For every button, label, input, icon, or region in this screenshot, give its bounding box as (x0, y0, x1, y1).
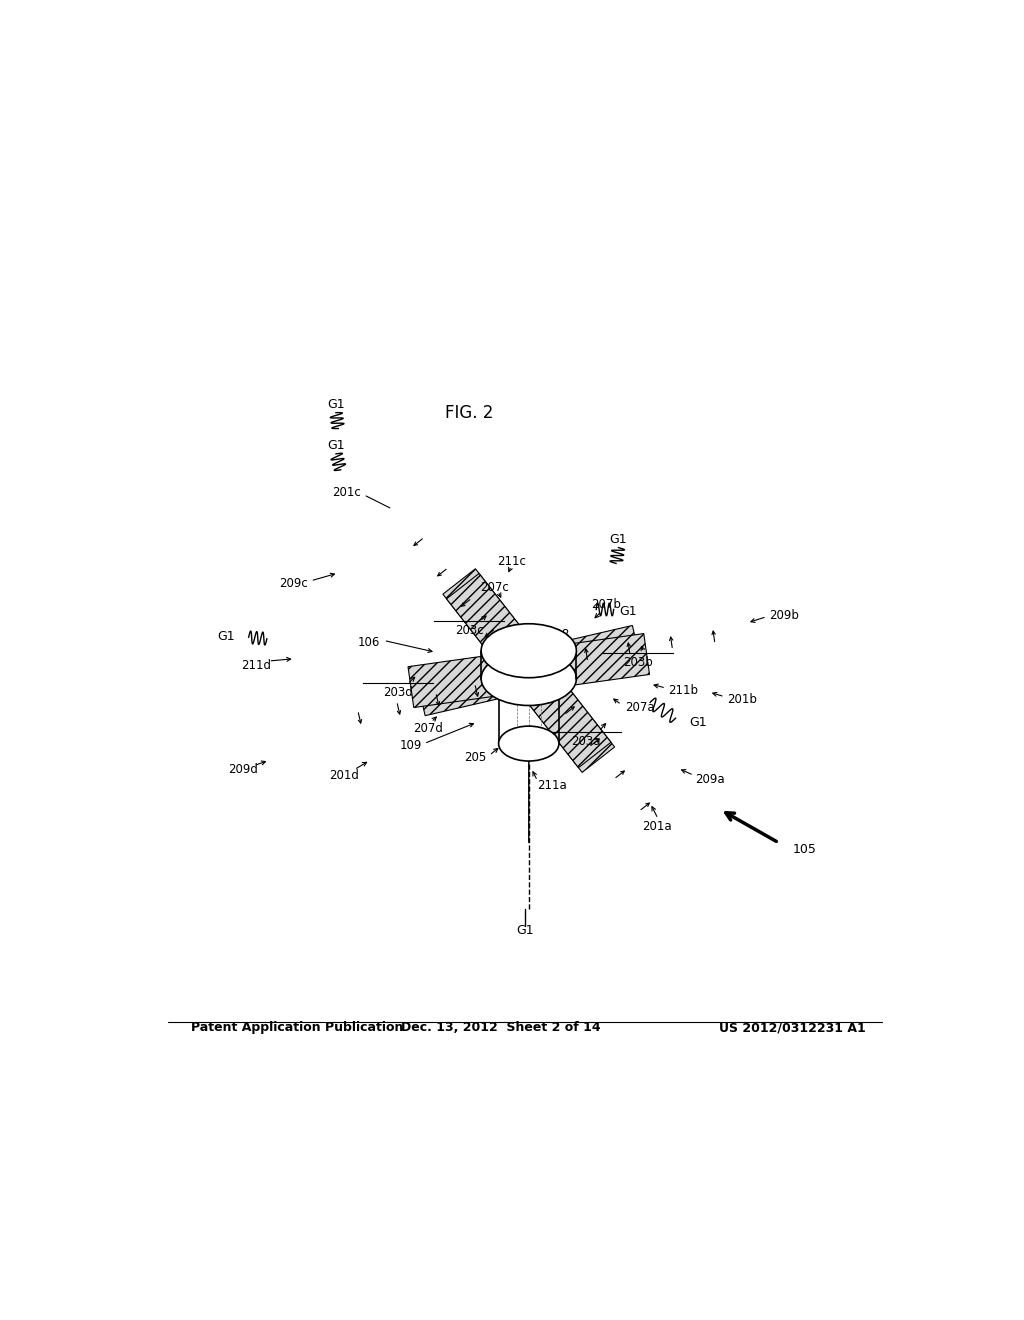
Text: 209c: 209c (280, 577, 308, 590)
Text: 106: 106 (358, 636, 380, 649)
Polygon shape (408, 634, 649, 708)
Text: Dec. 13, 2012  Sheet 2 of 14: Dec. 13, 2012 Sheet 2 of 14 (401, 1022, 601, 1034)
Polygon shape (446, 573, 611, 768)
Text: 205: 205 (465, 751, 486, 764)
Ellipse shape (499, 726, 559, 762)
Text: 209b: 209b (769, 609, 799, 622)
Text: US 2012/0312231 A1: US 2012/0312231 A1 (719, 1022, 866, 1034)
Text: 211c: 211c (497, 556, 525, 569)
Text: 211b: 211b (668, 684, 697, 697)
Text: 201a: 201a (642, 821, 672, 833)
Text: G1: G1 (516, 924, 534, 937)
Text: 203a: 203a (571, 735, 601, 748)
Text: 209d: 209d (228, 763, 258, 776)
Text: 207b: 207b (591, 598, 621, 611)
Text: 203b: 203b (624, 656, 653, 669)
Polygon shape (443, 569, 614, 772)
Text: 105: 105 (793, 842, 817, 855)
Text: 211a: 211a (538, 779, 567, 792)
Text: 201c: 201c (332, 486, 360, 499)
Text: 211d: 211d (242, 659, 271, 672)
Text: G1: G1 (327, 399, 345, 412)
Text: 203c: 203c (455, 624, 483, 638)
Text: 207d: 207d (413, 722, 443, 735)
Text: G1: G1 (217, 630, 234, 643)
Text: 208: 208 (547, 628, 569, 642)
Text: G1: G1 (327, 440, 345, 453)
Text: 109: 109 (399, 739, 422, 752)
Text: 201b: 201b (727, 693, 757, 706)
Text: G1: G1 (689, 715, 707, 729)
Text: G1: G1 (609, 533, 628, 546)
Ellipse shape (481, 652, 577, 705)
Text: FIG. 2: FIG. 2 (445, 404, 494, 421)
Polygon shape (416, 626, 642, 715)
Text: 209a: 209a (695, 772, 725, 785)
Ellipse shape (481, 624, 577, 677)
Text: 203d: 203d (383, 686, 413, 700)
Text: Patent Application Publication: Patent Application Publication (191, 1022, 403, 1034)
Text: 207a: 207a (625, 701, 654, 714)
Text: 201d: 201d (329, 768, 358, 781)
Text: G1: G1 (620, 605, 637, 618)
Text: 207c: 207c (480, 581, 509, 594)
